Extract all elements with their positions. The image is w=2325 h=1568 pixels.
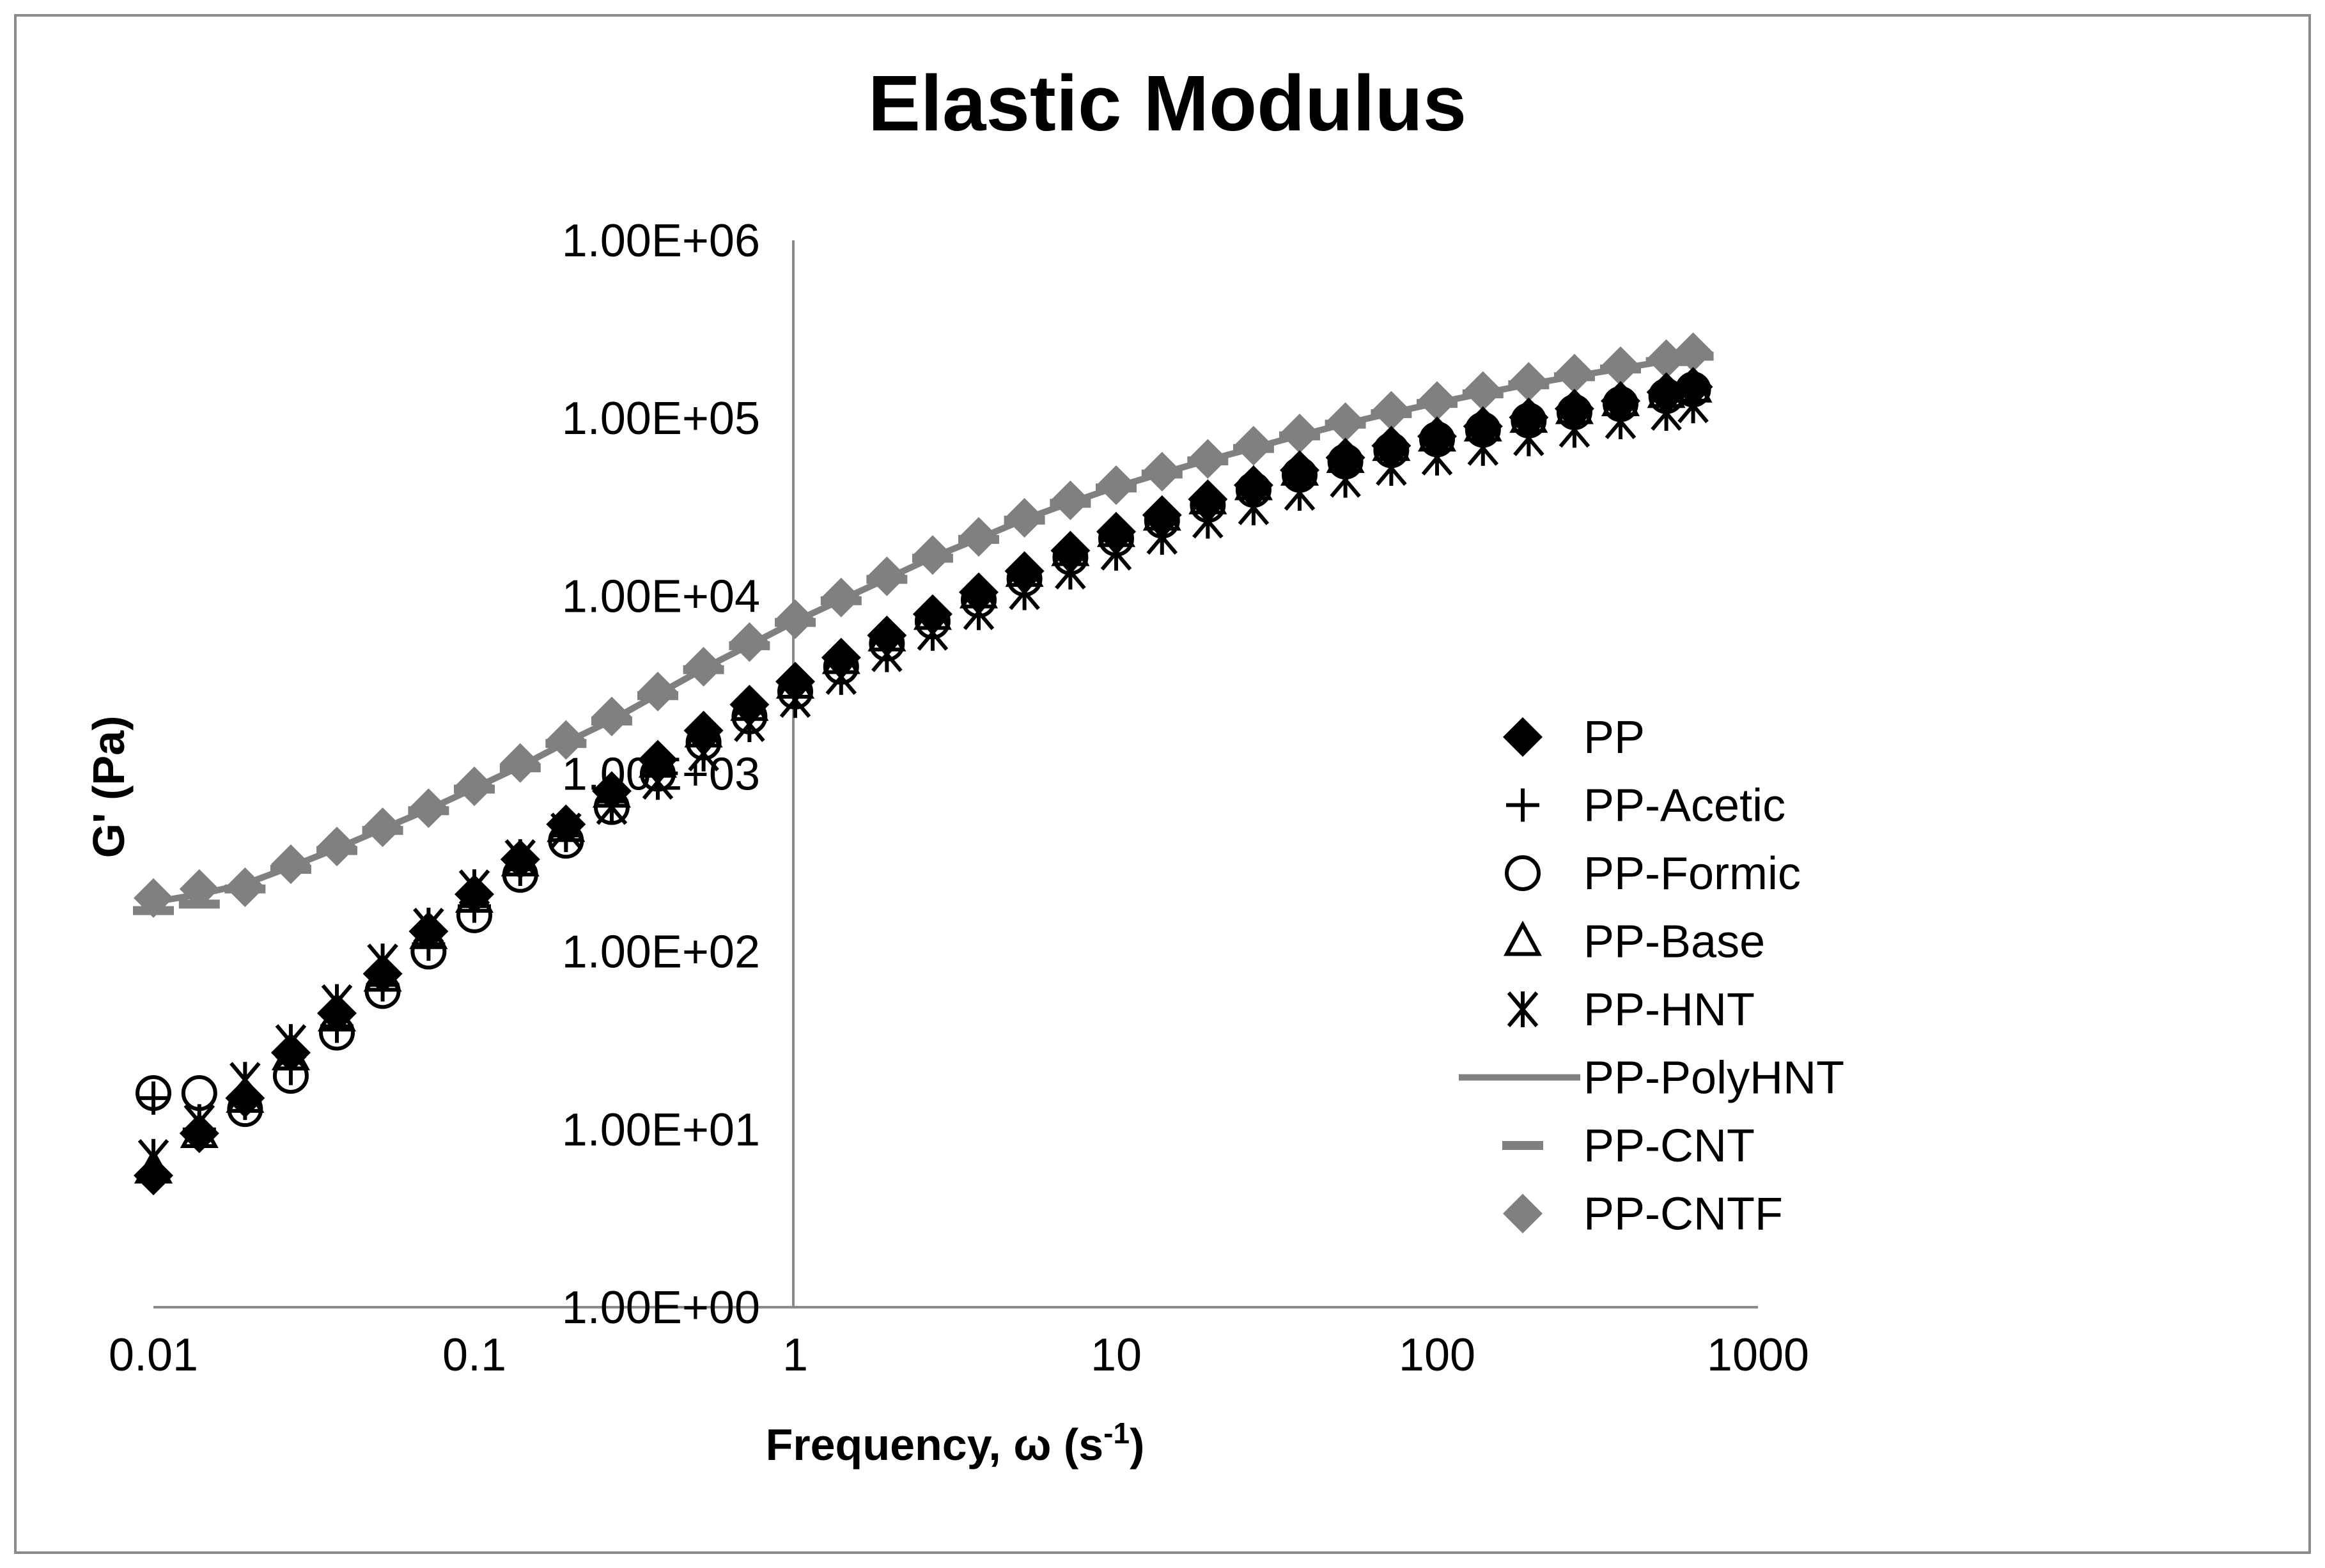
legend-swatch	[1506, 788, 1539, 822]
legend-swatch	[1505, 855, 1541, 891]
data-point	[133, 906, 174, 915]
data-point	[546, 804, 586, 844]
data-point	[1325, 437, 1365, 477]
data-point	[1233, 465, 1273, 505]
data-point	[1004, 551, 1045, 591]
legend-label: PP-CNT	[1583, 1121, 1755, 1172]
y-tick-label: 1.00E+05	[562, 393, 760, 444]
x-tick-label: 100	[1399, 1330, 1475, 1381]
data-point	[500, 839, 540, 880]
data-point	[1417, 416, 1457, 456]
x-axis-title: Frequency, ω (s-1)	[766, 1417, 1145, 1470]
legend-swatch	[1459, 1074, 1580, 1081]
x-tick-label: 10	[1091, 1330, 1142, 1381]
data-point	[1050, 531, 1091, 571]
legend-entry: PP	[1503, 712, 1645, 763]
chart-title: Elastic Modulus	[868, 60, 1466, 148]
data-point	[455, 874, 494, 915]
x-tick-label: 0.01	[109, 1330, 198, 1381]
legend-swatch	[1507, 991, 1539, 1027]
legend-label: PP-Formic	[1583, 848, 1801, 899]
data-point	[225, 1078, 265, 1118]
data-point	[362, 954, 403, 994]
series-line	[153, 352, 1694, 906]
x-axis-title-superscript: -1	[1103, 1417, 1130, 1450]
y-tick-label: 1.00E+01	[562, 1105, 760, 1156]
series-pp-polyhnt	[153, 352, 1694, 906]
data-point	[867, 616, 907, 656]
x-axis: 0.01 0.1 1 10 100 1000 Frequency, ω (s-1)	[109, 1306, 1809, 1470]
data-point	[181, 1075, 217, 1112]
series-pp	[134, 367, 1713, 1196]
plot-series	[133, 332, 1714, 1196]
series-pp-formic	[136, 371, 1711, 1128]
y-tick-label: 1.00E+00	[562, 1282, 760, 1333]
legend-entry: PP-PolyHNT	[1459, 1053, 1844, 1104]
data-point	[316, 993, 357, 1034]
legend-entry: PP-Acetic	[1506, 780, 1785, 832]
data-point	[1600, 381, 1640, 421]
x-axis-title-end: )	[1130, 1420, 1144, 1470]
legend-label: PP-CNTF	[1583, 1189, 1783, 1240]
x-tick-label: 0.1	[442, 1330, 506, 1381]
data-point	[821, 637, 861, 678]
data-point	[1463, 406, 1503, 446]
data-point	[591, 771, 632, 811]
y-axis-title: G' (Pa)	[84, 716, 134, 858]
legend-entry: PP-HNT	[1507, 984, 1755, 1036]
data-point	[912, 594, 953, 634]
data-point	[408, 911, 449, 951]
y-tick-label: 1.00E+04	[562, 571, 760, 622]
y-tick-label: 1.00E+02	[562, 927, 760, 978]
data-point	[137, 1081, 170, 1115]
legend-entry: PP-Formic	[1505, 848, 1801, 899]
data-point	[729, 685, 770, 725]
x-tick-label: 1	[782, 1330, 808, 1381]
legend-entry: PP-CNTF	[1503, 1189, 1783, 1240]
y-axis: 1.00E+001.00E+011.00E+021.00E+031.00E+04…	[84, 215, 795, 1333]
data-point	[1096, 511, 1136, 552]
legend-label: PP-Base	[1583, 917, 1765, 968]
legend-entry: PP-Base	[1503, 917, 1765, 968]
data-point	[775, 662, 815, 702]
legend-label: PP-PolyHNT	[1583, 1053, 1844, 1104]
x-axis-title-main: Frequency, ω (s	[766, 1420, 1104, 1470]
chart: Elastic Modulus 0.01 0.1 1 10 100 1000 Freque…	[84, 60, 1844, 1470]
series-pp-base	[134, 367, 1713, 1184]
data-point	[179, 1114, 219, 1154]
data-point	[178, 899, 220, 909]
data-point	[1142, 495, 1182, 535]
data-point	[1371, 426, 1411, 466]
data-point	[1188, 479, 1228, 519]
legend-entry: PP-CNT	[1502, 1121, 1755, 1172]
data-point	[1554, 389, 1594, 429]
series-pp-acetic	[137, 373, 1710, 1146]
legend-label: PP-Acetic	[1583, 780, 1785, 832]
data-point	[1279, 450, 1319, 490]
legend-swatch	[1503, 717, 1543, 757]
data-point	[637, 740, 678, 780]
legend-swatch	[1503, 1193, 1543, 1234]
legend-label: PP	[1583, 712, 1645, 763]
chart-frame: Elastic Modulus 0.01 0.1 1 10 100 1000 Freque…	[14, 14, 2311, 1554]
data-point	[1646, 372, 1686, 412]
legend-swatch	[1503, 920, 1543, 956]
data-point	[958, 572, 999, 612]
data-point	[134, 1156, 173, 1196]
data-point	[683, 710, 724, 750]
legend-swatch	[1502, 1141, 1543, 1150]
data-point	[270, 1032, 311, 1073]
legend-label: PP-HNT	[1583, 984, 1755, 1036]
series-pp-hnt	[137, 387, 1709, 1175]
y-tick-label: 1.00E+06	[562, 215, 760, 267]
data-point	[1673, 367, 1713, 407]
legend: PP PP-Acetic PP-Formic PP-Base PP-HNT PP-Poly…	[1459, 712, 1844, 1240]
x-tick-labels: 0.01 0.1 1 10 100 1000	[109, 1330, 1809, 1381]
x-tick-label: 1000	[1707, 1330, 1809, 1381]
data-point	[1509, 397, 1549, 437]
